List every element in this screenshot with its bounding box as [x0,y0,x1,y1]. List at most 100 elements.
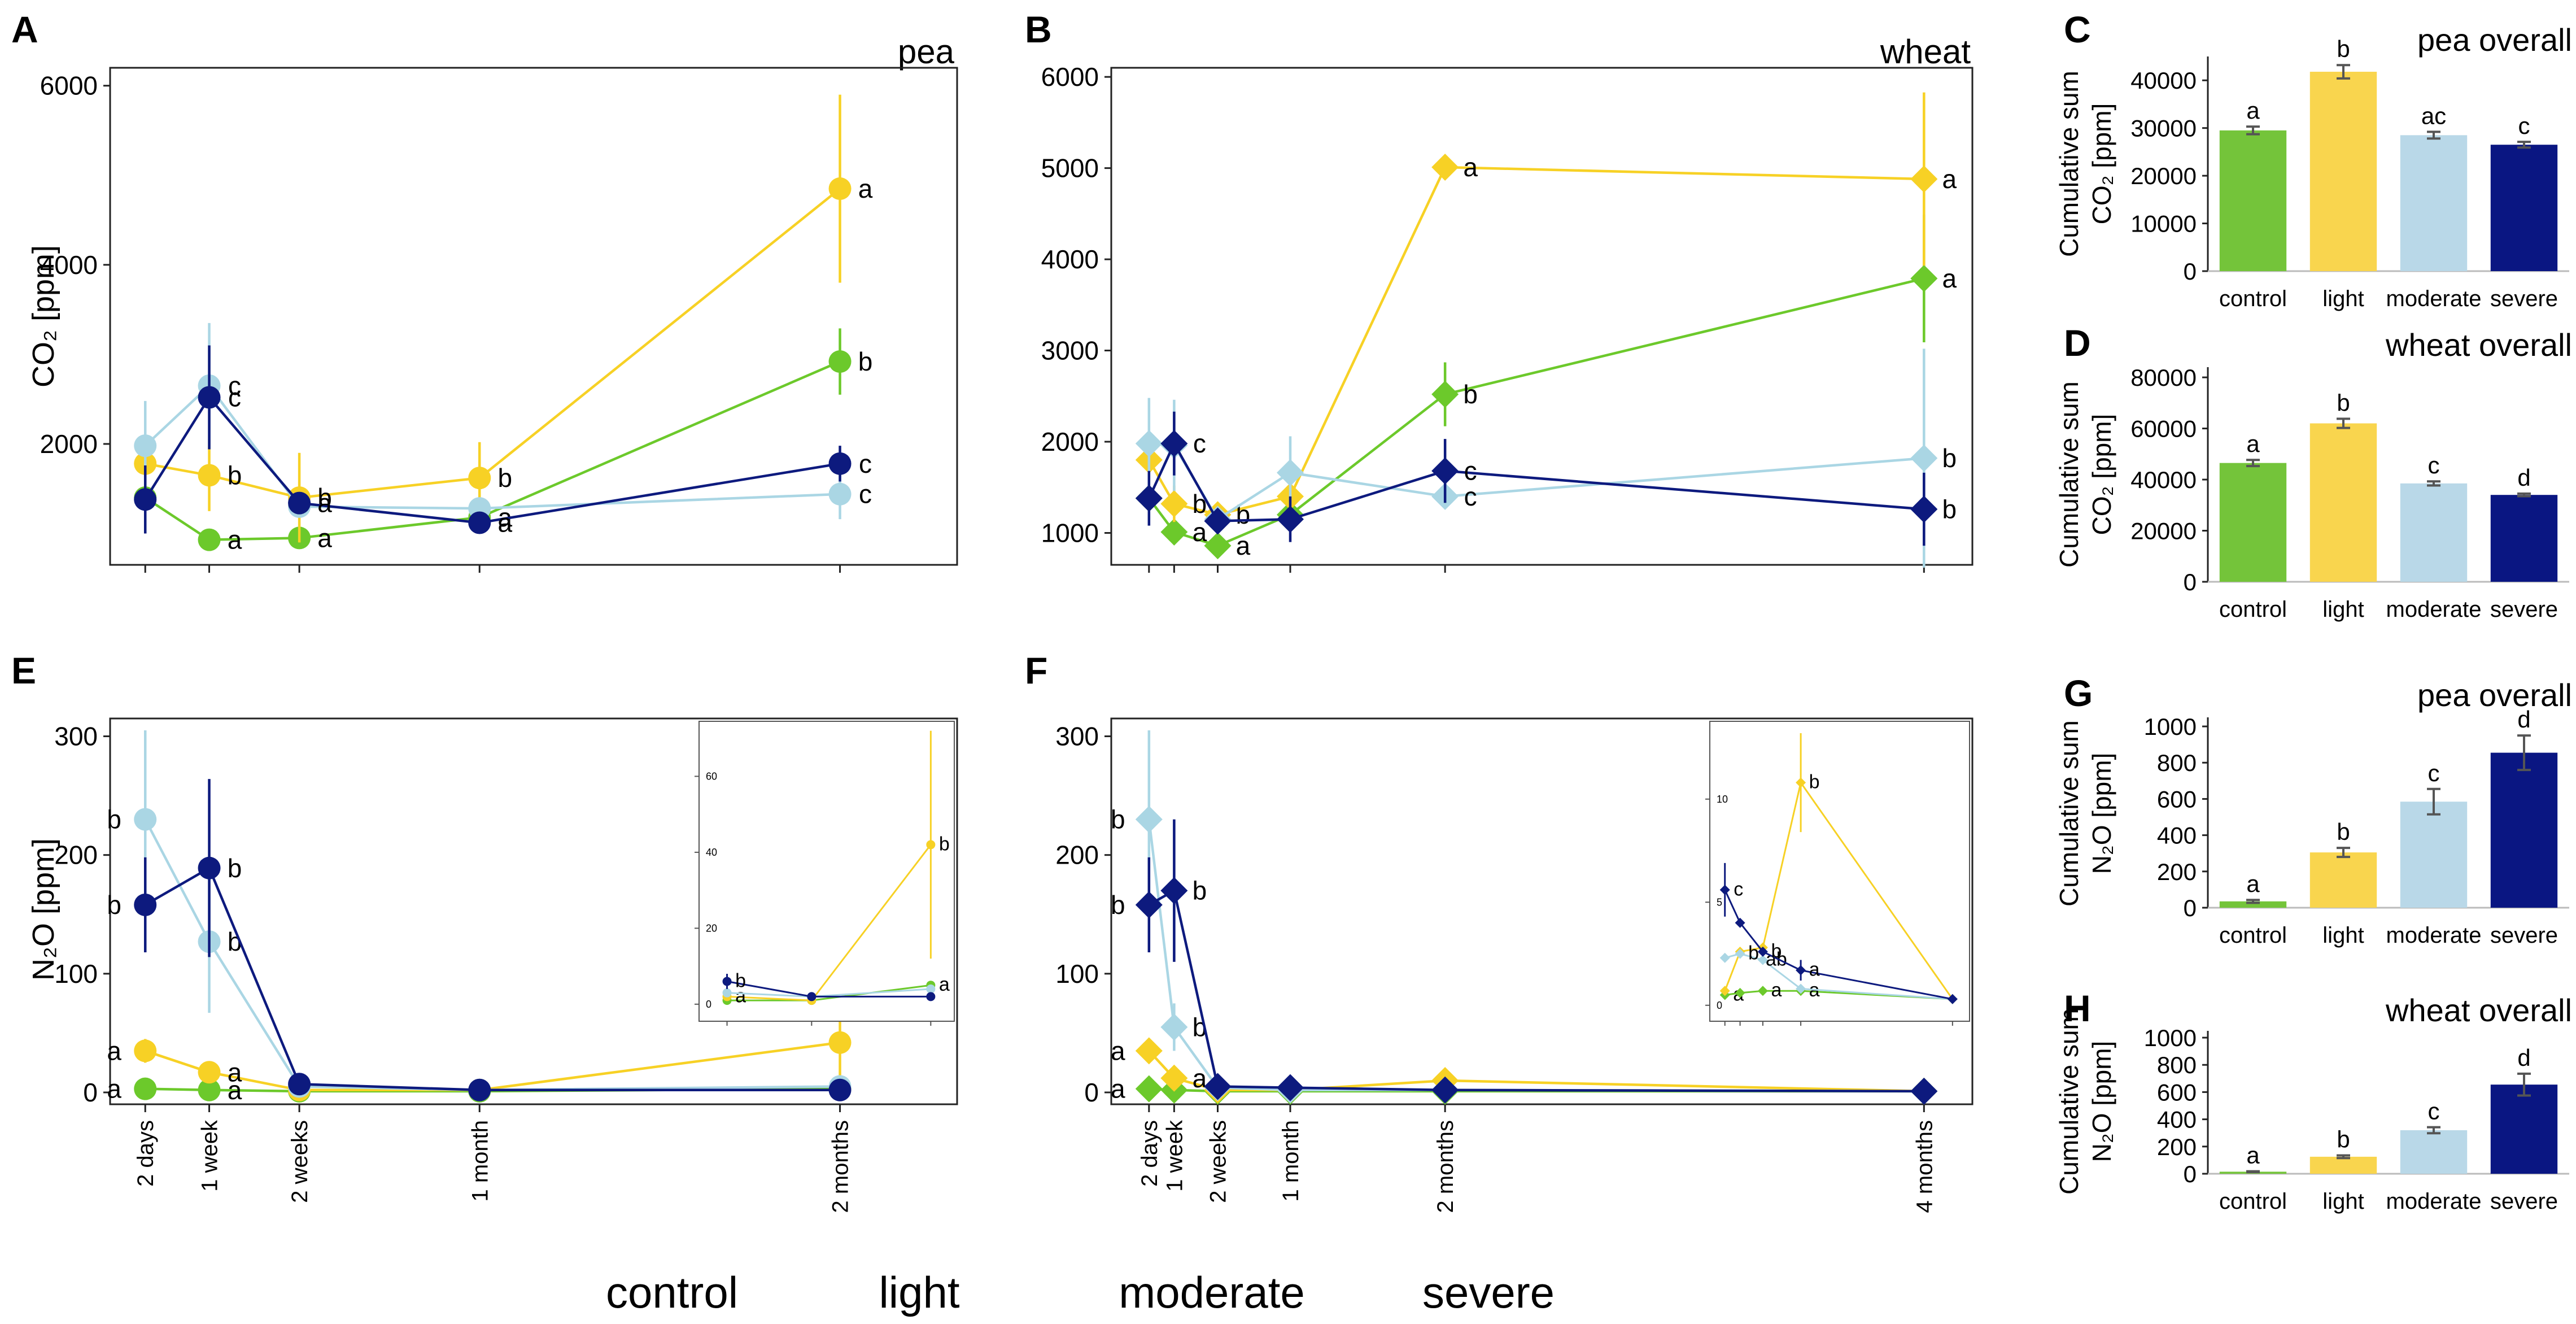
data-point-severe [134,893,157,916]
panel-title-G: pea overall [2417,677,2572,713]
y-axis-label-A: CO₂ [ppm] [27,245,60,387]
data-point-severe [1160,430,1188,458]
data-point-light [468,467,491,490]
data-point-severe [198,856,221,879]
data-point-moderate [1135,805,1163,833]
data-point-moderate [134,434,157,458]
x-category-label-severe: severe [2490,597,2558,622]
data-point-control [198,528,221,551]
inset-data-point-moderate [1757,955,1768,965]
y-tick-label-H: 200 [2157,1134,2197,1160]
y-tick-label-D: 0 [2184,569,2197,595]
panel-title-D: wheat overall [2385,327,2572,363]
data-point-severe [1431,1076,1459,1104]
y-tick-label-B: 1000 [1041,518,1099,547]
data-point-control [1910,264,1938,292]
bar-sig-letter-light: b [2337,1126,2350,1152]
data-point-light [198,464,221,487]
series-line-severe [1147,441,1924,522]
inset-y-tick-label-F: 10 [1717,794,1728,805]
x-category-label-light: light [2322,1189,2364,1214]
data-point-moderate [1135,430,1163,458]
series-line-moderate [1149,442,1924,521]
inset-data-point-moderate [1719,952,1730,963]
x-category-label-light: light [2322,597,2364,622]
inset-data-point-light [1796,777,1806,788]
sig-letter-severe: a [317,489,332,518]
panel-letter-C: C [2064,8,2091,50]
bar-sig-letter-moderate: c [2428,1098,2440,1125]
data-point-light [134,1039,157,1062]
sig-letter-severe: a [497,508,512,537]
x-category-label-control: control [2219,1189,2287,1214]
data-point-severe [468,511,491,534]
x-category-label-severe: severe [2490,286,2558,311]
y-tick-label-F: 200 [1055,840,1099,870]
inset-sig-letter-severe: b [1771,940,1782,962]
data-point-light [1160,1064,1188,1092]
x-tick-label-F: 4 months [1912,1120,1937,1213]
data-point-severe [288,1073,311,1096]
panel-title-H: wheat overall [2385,992,2572,1028]
sig-letter-light: b [1193,489,1207,519]
data-point-moderate [1910,445,1938,472]
y-tick-label-H: 800 [2157,1052,2197,1078]
data-point-light [828,177,852,201]
y-tick-label-A: 2000 [40,429,98,459]
data-point-severe [1160,877,1188,904]
y-tick-label-H: 600 [2157,1079,2197,1105]
sig-letter-severe: b [1942,495,1957,524]
bar-sig-letter-control: a [2246,870,2260,897]
y-tick-label-C: 10000 [2130,211,2197,237]
inset-data-point-moderate [722,988,732,998]
panel-letter-D: D [2064,322,2091,364]
y-tick-label-F: 100 [1055,959,1099,988]
bar-moderate [2400,135,2468,271]
legend: control light moderate severe [606,1268,1555,1317]
bar-light [2309,72,2377,272]
plot-frame-E [109,717,958,1105]
sig-letter-moderate: c [1464,482,1477,511]
x-category-label-moderate: moderate [2386,1189,2482,1214]
inset-data-point-severe [926,992,936,1001]
y-axis-label-G: N₂O [ppm] [2087,753,2116,874]
data-point-severe [468,1078,491,1101]
data-point-moderate [1160,1013,1188,1041]
data-point-severe [134,488,157,511]
data-point-moderate [1276,459,1304,486]
x-category-label-light: light [2322,286,2364,311]
bar-moderate [2400,1130,2468,1174]
data-point-control [198,1078,221,1101]
bar-light [2309,1156,2377,1174]
sig-letter-light: a [858,174,873,203]
bar-light [2309,852,2377,908]
x-tick-label-F: 1 month [1278,1120,1303,1202]
inset-sig-letter-moderate: ab [1766,948,1787,970]
inset-sig-letter-control: a [939,974,950,995]
inset-data-point-severe [1796,965,1806,975]
sig-letter-severe: c [1193,429,1206,458]
y-tick-label-H: 0 [2184,1161,2197,1187]
bar-sig-letter-moderate: c [2428,760,2440,786]
bar-severe [2490,145,2558,271]
inset-data-point-light [1719,986,1730,996]
data-point-control [1160,518,1188,546]
inset-data-point-severe [1757,946,1768,957]
y-tick-label-B: 2000 [1041,427,1099,456]
inset-data-point-control [1757,986,1768,996]
bar-light [2309,423,2377,582]
panel-letter-H: H [2064,987,2091,1029]
inset-frame-E [698,721,955,1022]
sig-letter-light: b [497,463,512,493]
data-point-severe [1276,1074,1304,1101]
inset-y-tick-label-F: 5 [1717,896,1722,908]
bar-severe [2490,752,2558,908]
sig-letter-light: a [107,1036,121,1065]
y-axis-label-H: Cumulative sum [2054,1008,2084,1195]
data-point-severe [828,1078,852,1101]
data-point-moderate [134,808,157,831]
